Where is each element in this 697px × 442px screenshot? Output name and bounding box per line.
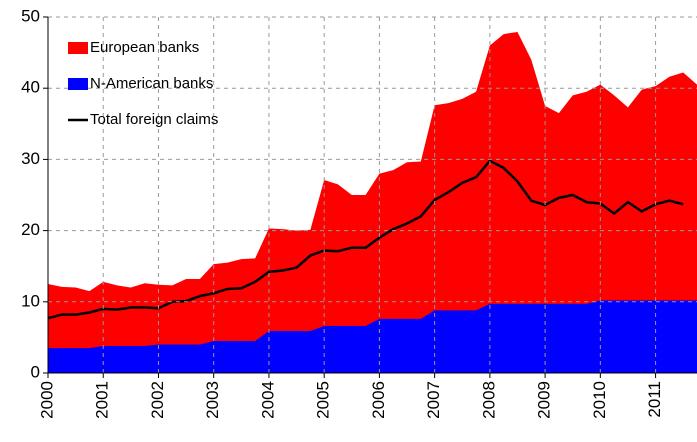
y-tick-label: 0: [31, 362, 40, 381]
x-tick-label: 2009: [535, 381, 554, 419]
x-tick-label: 2007: [424, 381, 443, 419]
line: [47, 159, 684, 320]
x-tick-label: 2006: [369, 381, 388, 419]
area: [48, 300, 697, 373]
x-tick-label: 2004: [258, 381, 277, 419]
y-tick-label: 30: [21, 149, 40, 168]
legend-label: Total foreign claims: [90, 111, 218, 128]
x-tick-label: 2000: [37, 381, 56, 419]
x-tick-label: 2002: [148, 381, 167, 419]
x-tick-label: 2001: [93, 381, 112, 419]
x-tick-label: 2008: [479, 381, 498, 419]
x-tick-label: 2005: [314, 381, 333, 419]
area: [48, 31, 697, 374]
y-tick-label: 10: [21, 291, 40, 310]
x-tick-label: 2011: [645, 381, 664, 418]
y-tick-label: 20: [21, 220, 40, 239]
x-tick-label: 2003: [203, 381, 222, 419]
y-tick-label: 50: [21, 6, 40, 25]
x-tick-label: 2010: [590, 381, 609, 419]
legend-swatch: [68, 42, 88, 54]
y-tick-label: 40: [21, 78, 40, 97]
legend-label: N-American banks: [90, 75, 213, 92]
legend-label: European banks: [90, 39, 199, 56]
legend-swatch: [68, 78, 88, 90]
